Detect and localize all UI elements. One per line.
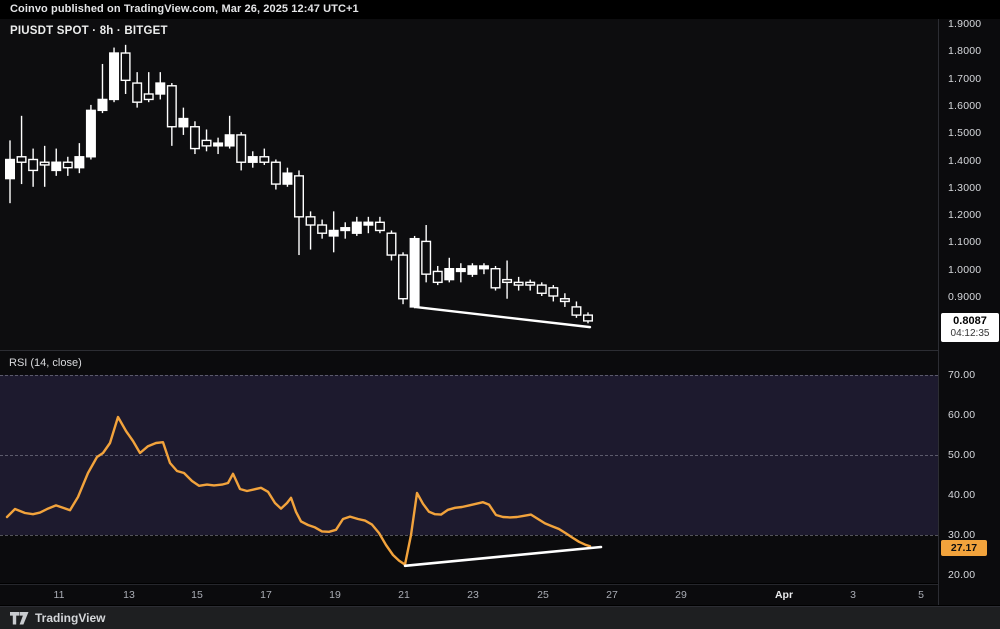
rsi-indicator-label[interactable]: RSI (14, close) (9, 357, 82, 369)
rsi-middle-band-line (0, 455, 938, 456)
price-axis-tick: 1.6000 (948, 99, 982, 112)
price-axis-tick: 1.2000 (948, 209, 982, 222)
price-axis-tick: 1.5000 (948, 127, 982, 140)
rsi-axis-tick: 40.00 (948, 489, 976, 501)
time-axis-label: 21 (398, 589, 410, 601)
price-axis-tick: 1.9000 (948, 18, 982, 30)
price-axis-tick: 1.3000 (948, 181, 982, 194)
last-price-value: 0.8087 (953, 315, 987, 327)
rsi-pane[interactable]: RSI (14, close) (0, 351, 938, 583)
price-axis[interactable]: 0.8087 04:12:35 27.17 1.9000 1.8000 1.7000… (938, 18, 1000, 605)
price-axis-tick: 1.8000 (948, 45, 982, 58)
price-axis-tick: 0.9000 (948, 291, 982, 303)
rsi-upper-band-line (0, 375, 938, 376)
time-axis-label: 27 (606, 589, 618, 601)
rsi-axis-tick: 30.00 (948, 529, 976, 541)
attribution-bar: Coinvo published on TradingView.com, Mar… (0, 0, 1000, 19)
rsi-axis-tick: 20.00 (948, 569, 976, 581)
time-axis-label: 19 (329, 589, 341, 601)
time-axis-label: 13 (123, 589, 135, 601)
time-axis-label: 25 (537, 589, 549, 601)
price-axis-tick: 1.7000 (948, 72, 982, 85)
time-axis-label: 17 (260, 589, 272, 601)
rsi-axis-tick: 60.00 (948, 409, 976, 421)
time-axis-label: 23 (467, 589, 479, 601)
symbol-title: PIUSDT SPOT · 8h · BITGET (10, 25, 168, 37)
time-axis-label: Apr (774, 589, 794, 601)
rsi-axis-tick: 50.00 (948, 449, 976, 461)
rsi-overbought-oversold-band (0, 375, 938, 535)
time-axis-label: 11 (53, 589, 65, 601)
price-pane[interactable]: PIUSDT SPOT · 8h · BITGET (0, 19, 938, 350)
time-axis-label: 5 (918, 589, 924, 601)
attribution-text: Coinvo published on TradingView.com, Mar… (10, 3, 359, 15)
price-axis-tick: 1.0000 (948, 263, 982, 276)
time-axis-label: 3 (850, 589, 856, 601)
price-axis-tick: 1.1000 (948, 236, 982, 249)
time-axis-label: 29 (675, 589, 687, 601)
rsi-lower-band-line (0, 535, 938, 536)
tradingview-brand[interactable]: TradingView (35, 611, 106, 625)
time-axis[interactable]: 11 13 15 17 19 21 23 25 27 29 Apr 3 5 (0, 584, 938, 605)
footer-bar: TradingView (0, 606, 1000, 629)
price-axis-tick: 1.4000 (948, 154, 982, 167)
rsi-value-label: 27.17 (941, 540, 987, 556)
pane-divider[interactable] (0, 350, 1000, 351)
tradingview-logo-icon[interactable] (10, 611, 29, 625)
rsi-chart[interactable] (0, 351, 938, 583)
rsi-axis-tick: 70.00 (948, 369, 976, 381)
bar-countdown: 04:12:35 (950, 328, 990, 339)
last-price-label: 0.8087 04:12:35 (941, 313, 999, 342)
candlestick-chart[interactable] (0, 19, 938, 350)
time-axis-label: 15 (191, 589, 203, 601)
